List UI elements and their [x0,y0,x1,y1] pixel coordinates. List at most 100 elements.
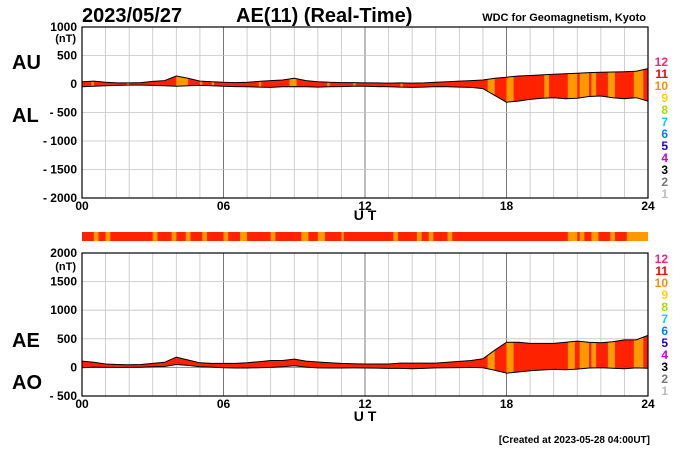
activity-band [487,68,495,103]
legend-item: 6 [661,127,668,141]
strip-band [202,232,207,241]
legend-item: 5 [661,336,668,350]
legend-item: 7 [661,115,668,129]
x-tick-label: 18 [500,397,514,411]
activity-band [506,68,514,103]
y-tick-label: 1000 [50,20,77,34]
activity-band [633,335,644,374]
activity-band [506,335,514,374]
legend-item: 9 [661,91,668,105]
legend-item: 8 [661,103,668,117]
y-tick-label: 500 [57,332,77,346]
legend-item: 4 [661,348,668,362]
au-x-axis-title: U T [354,207,377,223]
legend-item: 7 [661,312,668,326]
created-timestamp: [Created at 2023-05-28 04:00UT] [499,435,650,446]
ae-x-axis-title: U T [354,408,377,424]
strip-band [317,232,325,241]
plot-frame [81,26,649,199]
series-line-ao [81,363,649,374]
legend-item: 12 [655,252,669,266]
activity-band [591,68,597,103]
activity-band [544,68,549,103]
activity-band [176,68,189,103]
activity-band [289,68,297,103]
strip-band [185,232,191,241]
y-tick-label: - 2000 [43,191,77,205]
legend-item: 10 [655,79,669,93]
y-tick-label: 500 [57,49,77,63]
strip-band [447,232,453,241]
activity-band [607,68,615,103]
x-tick-label: 24 [641,397,655,411]
legend-item: 1 [661,384,668,398]
y-tick-label: - 1000 [43,134,77,148]
strip-band [567,232,578,241]
activity-strip [82,232,648,241]
y-tick-label: 1000 [50,303,77,317]
activity-band [567,335,575,374]
activity-band [591,335,597,374]
strip-band [341,232,344,241]
x-tick-label: 00 [75,199,89,213]
activity-band [400,68,403,103]
x-tick-label: 12 [358,199,372,213]
activity-band [353,68,356,103]
strip-band [270,232,276,241]
plot-frame [81,252,649,397]
series-line-ae [81,334,649,366]
au-label: AU [12,52,41,74]
strip-base [82,232,648,241]
strip-band [105,232,111,241]
legend-item: 11 [655,67,668,81]
activity-band [579,335,590,374]
legend-item: 4 [661,151,668,165]
x-tick-label: 06 [217,199,231,213]
source-label: WDC for Geomagnetism, Kyoto [482,12,646,24]
strip-band [591,232,599,241]
chart-title: AE(11) (Real-Time) [236,5,412,27]
y-tick-label: 1500 [50,275,77,289]
activity-band [327,68,330,103]
au-al-panel: AU AL (nT) U T 1000 500 0 - 500 - 1000 - 1500… [12,20,655,223]
strip-band [626,232,648,241]
legend-item: 11 [655,264,668,278]
al-label: AL [12,105,39,127]
strip-band [301,232,309,241]
legend-item: 2 [661,372,668,386]
activity-band [607,335,615,374]
strip-band [416,232,422,241]
strip-band [223,232,229,241]
x-tick-label: 24 [641,199,655,213]
x-tick-label: 18 [500,199,514,213]
y-tick-label: 2000 [50,246,77,260]
strip-band [171,232,177,241]
legend-item: 5 [661,139,668,153]
strip-band [93,232,99,241]
ae-unit-label: (nT) [55,261,76,273]
strip-band [428,232,434,241]
legend-item: 2 [661,175,668,189]
activity-band [487,335,495,374]
x-tick-label: 00 [75,397,89,411]
activity-band [258,68,262,103]
legend-item: 3 [661,163,668,177]
legend-item: 6 [661,324,668,338]
series-line-au [81,68,649,84]
y-tick-label: - 500 [50,106,78,120]
legend-item: 8 [661,300,668,314]
au-unit-label: (nT) [55,33,76,45]
y-tick-label: - 1500 [43,163,77,177]
x-tick-label: 06 [217,397,231,411]
activity-band [633,68,644,103]
date-title: 2023/05/27 [82,5,182,27]
legend-item: 12 [655,55,669,69]
series-line-al [81,84,649,103]
ao-label: AO [12,372,42,394]
activity-band [579,68,590,103]
strip-band [393,232,399,241]
